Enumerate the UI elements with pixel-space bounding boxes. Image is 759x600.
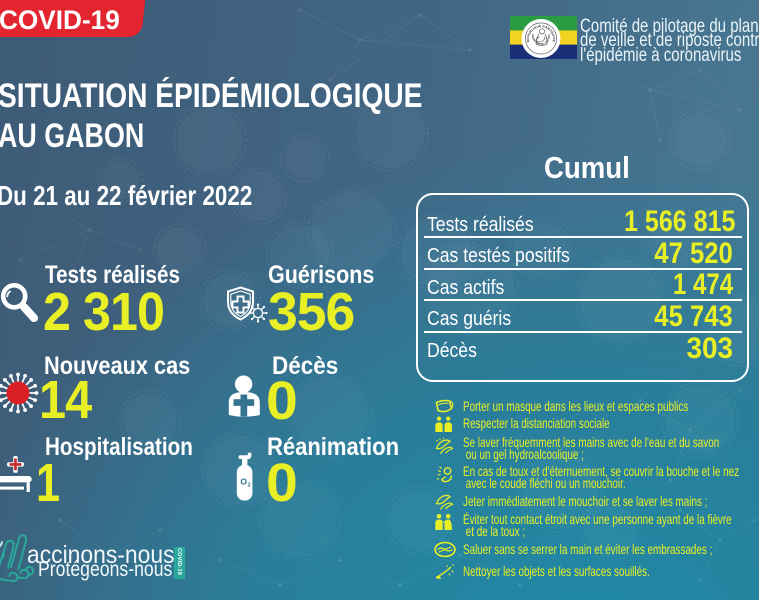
svg-text:O: O <box>240 477 247 487</box>
svg-text:2: 2 <box>248 482 251 488</box>
